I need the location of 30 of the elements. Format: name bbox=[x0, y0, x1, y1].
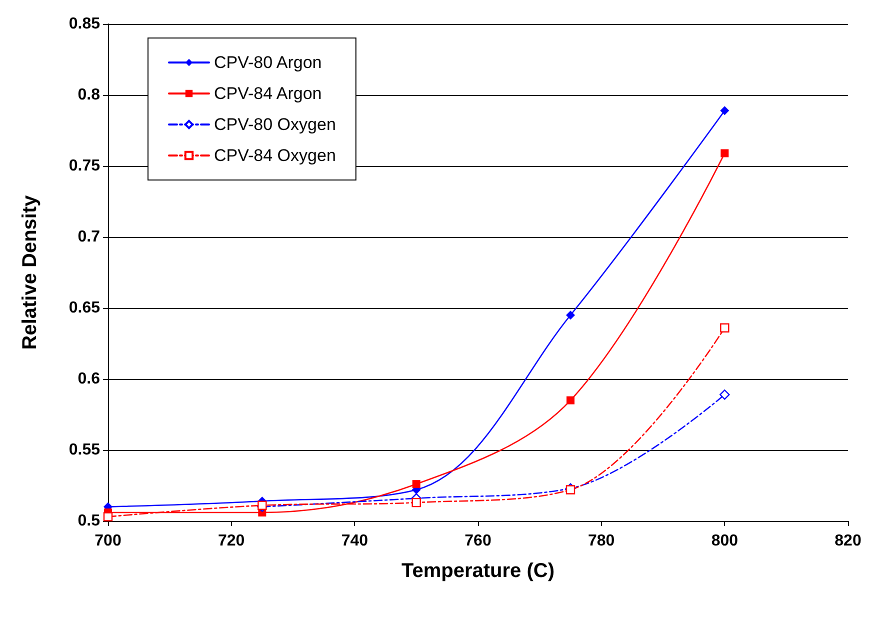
y-tick-label: 0.6 bbox=[78, 370, 100, 388]
x-tick-label: 700 bbox=[94, 532, 122, 550]
legend-label: CPV-84 Argon bbox=[214, 84, 322, 103]
y-tick-label: 0.85 bbox=[68, 16, 100, 32]
point bbox=[720, 149, 729, 158]
y-tick-label: 0.75 bbox=[68, 158, 100, 174]
x-tick-label: 720 bbox=[218, 532, 245, 550]
point bbox=[566, 396, 574, 404]
point bbox=[720, 390, 730, 400]
y-tick-label: 0.8 bbox=[78, 86, 100, 104]
x-tick-label: 800 bbox=[711, 532, 738, 550]
point bbox=[720, 106, 730, 116]
y-tick-label: 0.55 bbox=[68, 442, 100, 458]
y-tick-label: 0.7 bbox=[78, 228, 100, 246]
point bbox=[566, 310, 575, 320]
x-tick-label: 820 bbox=[834, 532, 862, 550]
point bbox=[258, 500, 267, 510]
y-tick-label: 0.65 bbox=[68, 300, 100, 316]
x-tick-label: 780 bbox=[588, 532, 615, 550]
legend-label: CPV-84 Oxygen bbox=[214, 146, 336, 165]
legend-label: CPV-80 Argon bbox=[214, 53, 322, 72]
x-tick-label: 760 bbox=[464, 532, 492, 550]
point bbox=[720, 323, 730, 332]
point bbox=[412, 498, 421, 508]
legend-label: CPV-80 Oxygen bbox=[214, 115, 336, 134]
point bbox=[412, 480, 420, 488]
y-tick-label: 0.5 bbox=[78, 512, 100, 530]
y-axis-title: Relative Density bbox=[19, 194, 41, 350]
x-tick-label: 740 bbox=[341, 532, 368, 550]
x-axis-title: Temperature (C) bbox=[402, 560, 554, 582]
